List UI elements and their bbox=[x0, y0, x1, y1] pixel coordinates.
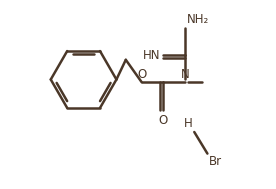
Text: NH₂: NH₂ bbox=[187, 13, 209, 26]
Text: HN: HN bbox=[143, 49, 161, 62]
Text: O: O bbox=[137, 68, 146, 81]
Text: H: H bbox=[184, 117, 192, 130]
Text: O: O bbox=[159, 114, 168, 127]
Text: Br: Br bbox=[209, 156, 222, 168]
Text: N: N bbox=[181, 68, 189, 81]
